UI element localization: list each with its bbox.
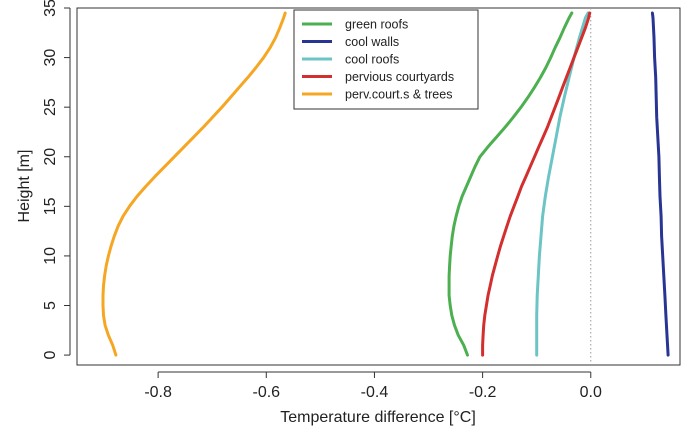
y-tick-label: 30 xyxy=(42,49,59,67)
x-tick-label: -0.8 xyxy=(144,384,172,401)
series-line-cool-walls xyxy=(650,11,670,357)
y-tick-label: 15 xyxy=(42,197,59,215)
y-tick-label: 35 xyxy=(42,0,59,17)
y-axis-title: Height [m] xyxy=(16,150,33,223)
legend-label-cool-walls: cool walls xyxy=(345,35,399,49)
legend: green roofs cool walls cool roofs pervious … xyxy=(293,9,479,110)
y-tick-label: 10 xyxy=(42,247,59,265)
y-tick-label: 5 xyxy=(42,301,59,310)
legend-label-cool-roofs: cool roofs xyxy=(345,53,399,67)
series-line-green-roofs xyxy=(447,11,574,357)
series-line-pervious-courtyards xyxy=(481,11,592,357)
y-tick-label: 20 xyxy=(42,148,59,166)
x-tick-label: -0.6 xyxy=(252,384,280,401)
x-tick-label: -0.4 xyxy=(361,384,389,401)
legend-label-green-roofs: green roofs xyxy=(345,18,408,32)
plot-frame xyxy=(76,7,681,366)
legend-label-perv-court-s-trees: perv.court.s & trees xyxy=(345,88,452,102)
series-line-perv-court-s-trees xyxy=(101,11,287,357)
x-axis: -0.8 -0.6 -0.4 -0.2 0.0 xyxy=(144,371,602,401)
x-tick-label: 0.0 xyxy=(580,384,602,401)
y-axis: 0 5 10 15 20 25 30 35 xyxy=(42,0,71,360)
legend-label-pervious-courtyards: pervious courtyards xyxy=(345,70,454,84)
series-layer xyxy=(101,11,670,357)
series-line-cool-roofs xyxy=(535,11,590,357)
y-tick-label: 0 xyxy=(42,351,59,360)
x-axis-title: Temperature difference [°C] xyxy=(280,409,476,426)
x-tick-label: -0.2 xyxy=(469,384,497,401)
y-tick-label: 25 xyxy=(42,98,59,116)
